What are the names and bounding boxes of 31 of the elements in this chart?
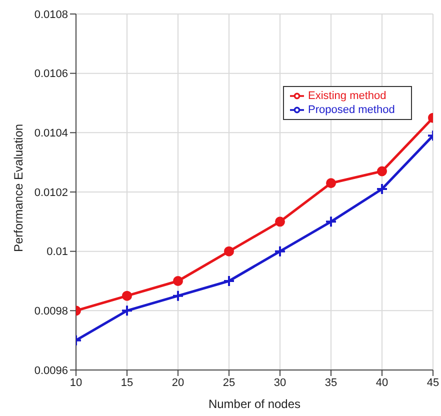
x-tick-label: 35 <box>324 376 338 389</box>
point <box>121 304 133 317</box>
point <box>325 216 337 228</box>
y-tick-label: 0.0102 <box>34 186 68 199</box>
y-tick-label: 0.01 <box>46 246 68 258</box>
x-tick-label: 10 <box>70 376 82 389</box>
point <box>223 275 235 287</box>
x-tick-label: 40 <box>376 376 388 389</box>
x-tick-label: 45 <box>426 376 440 389</box>
x-tick-label: 30 <box>274 376 286 389</box>
point <box>274 245 286 258</box>
y-tick-label: 0.0104 <box>34 128 68 140</box>
point <box>377 166 387 176</box>
y-tick-label: 0.0096 <box>34 364 68 377</box>
x-tick-label: 25 <box>222 376 236 389</box>
x-axis-title: Number of nodes <box>208 397 301 411</box>
legend-label: Proposed method <box>308 104 395 116</box>
point <box>224 246 234 256</box>
point <box>326 178 336 188</box>
point <box>275 216 285 227</box>
y-tick-label: 0.0108 <box>34 8 68 21</box>
point <box>173 276 183 286</box>
x-tick-label: 15 <box>120 376 134 389</box>
point <box>122 290 132 301</box>
y-tick-label: 0.0098 <box>34 306 68 318</box>
x-tick-label: 20 <box>172 376 184 389</box>
y-axis-title: Performance Evaluation <box>11 124 26 252</box>
legend-label: Existing method <box>308 90 386 102</box>
point <box>376 183 388 196</box>
point <box>172 290 184 302</box>
y-tick-label: 0.0106 <box>34 68 68 80</box>
